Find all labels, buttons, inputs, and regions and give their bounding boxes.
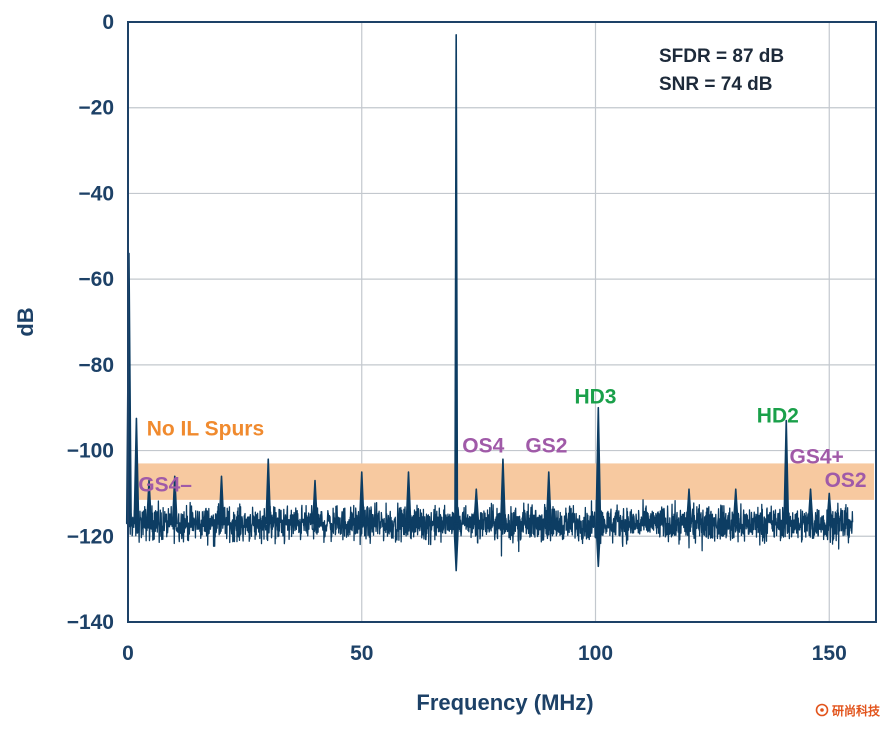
y-tick-label: −60 [78,268,114,291]
spectrum-peak [133,417,140,525]
spectrum-peak [358,471,365,525]
sfdr-stat: SFDR = 87 dB [659,46,784,67]
spectrum-peak [146,479,153,525]
y-tick-label: −120 [67,525,114,548]
spectrum-peak [783,419,790,525]
spectrum-peak [405,471,412,525]
annotation-label: No IL Spurs [147,418,264,441]
snr-stat: SNR = 74 dB [659,74,773,95]
y-tick-label: −20 [78,97,114,120]
x-tick-label: 50 [350,642,373,665]
spectrum-peak [312,479,318,525]
annotation-label: HD2 [757,405,799,428]
spectrum-peak [826,492,833,525]
spectrum-peak [218,475,225,525]
annotation-label: OS4 [462,435,504,458]
y-tick-labels: 0 −20 −40 −60 −80 −100 −120 −140 [67,11,114,634]
noise-floor-trace [127,499,854,557]
spectrum-peak [686,488,692,525]
x-tick-label: 100 [578,642,613,665]
x-tick-labels: 0 50 100 150 [122,642,847,665]
spectrum-peak [807,488,814,525]
annotation-label: HD3 [574,385,616,408]
y-tick-label: −80 [78,354,114,377]
watermark-text: 研尚科技 [832,703,881,718]
spectrum-peak [265,458,272,525]
spur-annotations: No IL Spurs GS4– OS4 GS2 HD3 HD2 GS4+OS2 [138,385,866,496]
grid-lines [128,22,876,622]
spectrum-peak [171,475,178,525]
x-tick-label: 150 [812,642,847,665]
watermark-logo-icon [815,703,829,717]
annotation-label: GS4+ [790,445,844,468]
spectrum-peak [454,34,459,525]
y-tick-label: −100 [67,440,114,463]
y-axis-title: dB [13,307,38,336]
spectrum-peak [473,488,480,525]
spectrum-peak [545,471,552,525]
y-tick-label: −140 [67,611,114,634]
spectrum-peak [732,488,739,525]
plot-frame [127,21,877,623]
x-axis-title: Frequency (MHz) [416,690,593,715]
watermark: 研尚科技 [815,703,881,718]
spectrum-dip [453,522,460,572]
spectrum-peak [499,458,506,525]
x-tick-label: 0 [122,642,134,665]
annotation-label: GS2 [525,435,567,458]
y-tick-label: 0 [102,11,114,34]
y-tick-label: −40 [78,182,114,205]
annotation-label: OS2 [825,469,867,492]
spectrum-dip [595,522,602,568]
annotation-label: GS4– [138,473,192,496]
